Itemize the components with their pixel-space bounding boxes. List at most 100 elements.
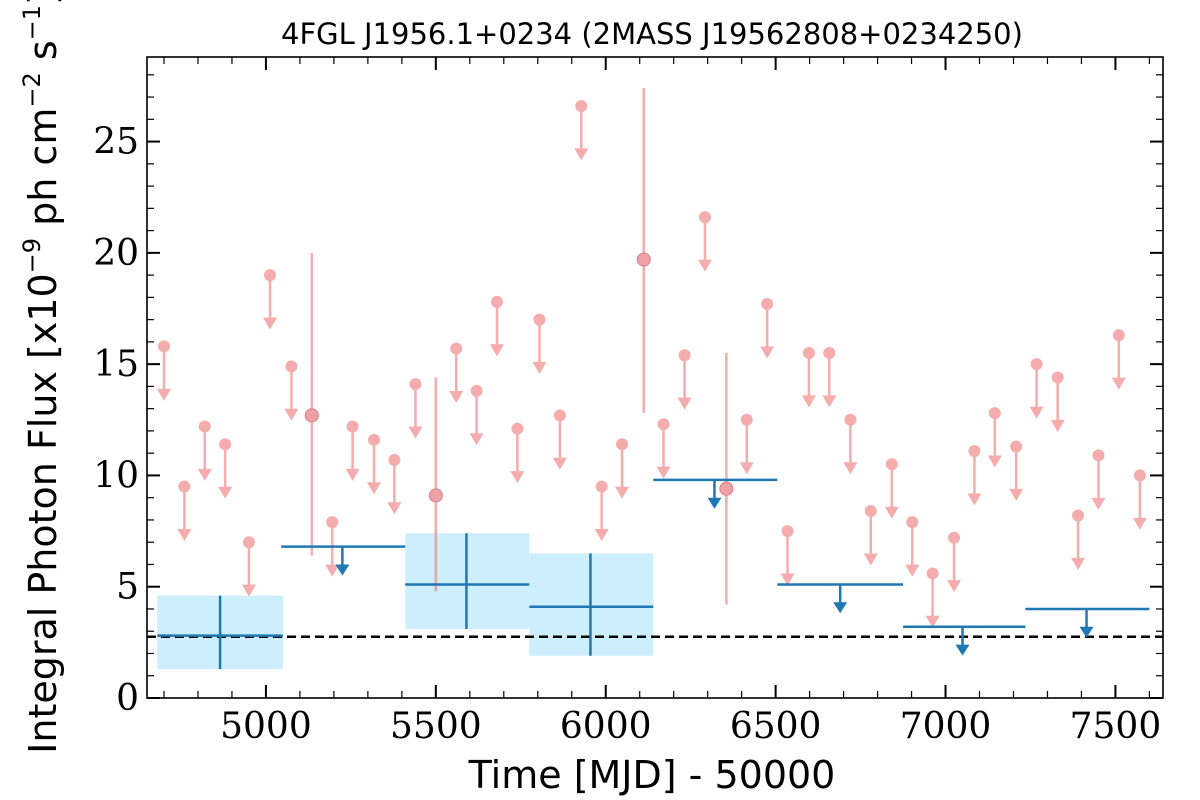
short-bin-upper-limit (510, 422, 525, 484)
short-bin-upper-limit (925, 567, 940, 628)
y-axis-label-unit-a: ph cm (21, 108, 65, 238)
upper-limit-marker (242, 536, 255, 549)
upper-limit-arrow-head (532, 362, 547, 375)
long-bin-detection (157, 595, 283, 670)
upper-limit-arrow-head (387, 502, 402, 515)
upper-limit-arrow-head (843, 462, 858, 475)
short-bin-upper-limit (345, 420, 360, 481)
upper-limit-marker (802, 347, 815, 360)
detection-marker (428, 488, 443, 503)
upper-limit-marker (1010, 440, 1023, 453)
y-axis-label-exponent: −9 (18, 238, 46, 273)
long-bin-upper-limit (653, 478, 778, 509)
short-bin-upper-limit (156, 340, 171, 401)
x-axis-label: Time [MJD] - 50000 (468, 753, 836, 797)
upper-limit-marker (346, 420, 359, 433)
short-bin-upper-limit (218, 438, 233, 499)
upper-limit-marker (906, 516, 919, 529)
upper-limit-marker (388, 453, 401, 466)
upper-limit-marker (575, 99, 588, 112)
short-bin-upper-limit (677, 349, 692, 410)
upper-limit-marker (326, 516, 339, 529)
upper-limit-marker (219, 438, 232, 451)
y-axis-label-unit-b: s (21, 40, 65, 72)
y-tick-label: 15 (93, 344, 139, 385)
short-bin-upper-limit (594, 480, 609, 541)
short-bin-upper-limit (1009, 440, 1024, 501)
short-bin-upper-limit (469, 384, 484, 446)
upper-limit-arrow-head (967, 493, 982, 506)
long-bin-upper-limit (777, 583, 904, 614)
short-bin-upper-limit (325, 516, 340, 577)
short-bin-upper-limit (739, 413, 754, 475)
upper-limit-arrow-head (1071, 557, 1086, 570)
upper-limit-marker (885, 458, 898, 471)
short-bin-upper-limit (615, 438, 630, 499)
short-bin-detection (428, 377, 443, 592)
upper-limit-arrow-head (697, 259, 712, 272)
x-tick-label: 6500 (730, 706, 822, 747)
short-bin-upper-limit (449, 342, 464, 403)
upper-limit-arrow-head (449, 390, 464, 403)
short-bin-upper-limit (408, 378, 423, 439)
y-axis-label-unit-a-exponent: −2 (18, 72, 46, 107)
upper-limit-arrow-head (677, 397, 692, 410)
axes: 5000 5500 6000 6500 7000 7500 0 5 10 15 20 25 (93, 56, 1164, 747)
upper-limit-arrow-head (822, 395, 837, 408)
x-tick-label: 7000 (900, 706, 992, 747)
short-bin-upper-limit (822, 347, 837, 408)
upper-limit-marker (616, 438, 629, 451)
upper-limit-marker (948, 531, 961, 544)
upper-limit-arrow-head (1050, 419, 1065, 432)
upper-limit-arrow-head (947, 580, 962, 593)
upper-limit-arrow-head (739, 462, 754, 475)
upper-limit-marker (698, 211, 711, 224)
upper-limit-marker (740, 413, 753, 426)
upper-limit-arrow-head (366, 482, 381, 495)
upper-limit-marker (511, 422, 524, 435)
short-bin-upper-limit (1050, 371, 1065, 432)
long-bin-arrow-head (1079, 626, 1094, 638)
upper-limit-marker (678, 349, 691, 362)
detection-marker (636, 252, 651, 267)
upper-limit-marker (864, 505, 877, 518)
short-bin-upper-limit (263, 269, 278, 330)
upper-limit-arrow-head (408, 426, 423, 439)
upper-limit-marker (533, 313, 546, 326)
y-tick-label: 20 (93, 233, 139, 274)
upper-limit-marker (490, 295, 503, 308)
short-bin-upper-limit (532, 313, 547, 375)
upper-limit-arrow-head (177, 528, 192, 541)
short-bin-upper-limit (387, 453, 402, 515)
short-bin-upper-limit (552, 409, 567, 470)
long-bin-detection (529, 553, 654, 656)
y-tick-label: 10 (93, 455, 139, 496)
x-tick-label: 7500 (1070, 706, 1162, 747)
short-bin-upper-limit (177, 480, 192, 541)
short-bin-upper-limit (1111, 329, 1126, 390)
upper-limit-arrow-head (469, 433, 484, 446)
short-bin-upper-limit (197, 420, 212, 481)
y-tick-label: 5 (116, 567, 139, 608)
upper-limit-arrow-head (574, 148, 589, 161)
upper-limit-arrow-head (510, 471, 525, 484)
upper-limit-arrow-head (325, 564, 340, 577)
short-bin-upper-limit (284, 360, 299, 421)
upper-limit-marker (198, 420, 211, 433)
upper-limit-marker (450, 342, 463, 355)
plot-frame (146, 56, 1164, 699)
short-bin-upper-limit (947, 531, 962, 593)
upper-limit-marker (285, 360, 298, 373)
upper-limit-arrow-head (263, 317, 278, 330)
y-axis-label-main: Integral Photon Flux [x10 (21, 273, 65, 754)
upper-limit-marker (409, 378, 422, 391)
y-axis-label-unit-b-exponent: −1 (18, 5, 46, 40)
short-bin-upper-limit (967, 444, 982, 506)
upper-limit-arrow-head (594, 528, 609, 541)
upper-limit-arrow-head (156, 388, 171, 401)
upper-limit-arrow-head (1091, 497, 1106, 510)
upper-limit-marker (595, 480, 608, 493)
y-tick-label: 0 (116, 678, 139, 719)
short-bin-upper-limit (905, 516, 920, 577)
